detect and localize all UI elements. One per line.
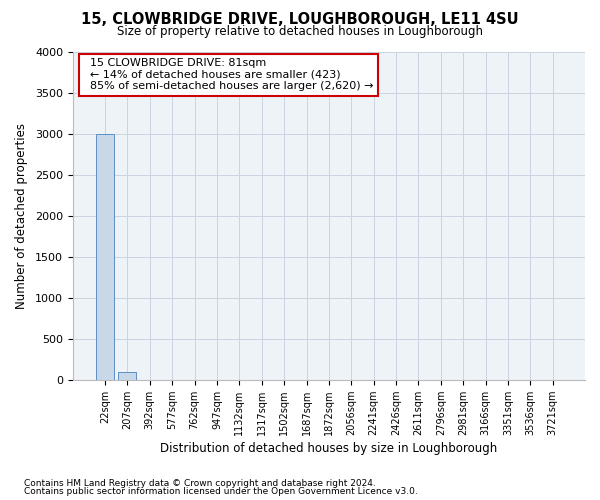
Bar	[118, 372, 136, 380]
Y-axis label: Number of detached properties: Number of detached properties	[15, 122, 28, 308]
Text: Size of property relative to detached houses in Loughborough: Size of property relative to detached ho…	[117, 25, 483, 38]
Text: 15, CLOWBRIDGE DRIVE, LOUGHBOROUGH, LE11 4SU: 15, CLOWBRIDGE DRIVE, LOUGHBOROUGH, LE11…	[81, 12, 519, 28]
Text: Contains HM Land Registry data © Crown copyright and database right 2024.: Contains HM Land Registry data © Crown c…	[24, 478, 376, 488]
Text: 15 CLOWBRIDGE DRIVE: 81sqm
  ← 14% of detached houses are smaller (423)
  85% of: 15 CLOWBRIDGE DRIVE: 81sqm ← 14% of deta…	[83, 58, 374, 92]
Text: Contains public sector information licensed under the Open Government Licence v3: Contains public sector information licen…	[24, 487, 418, 496]
X-axis label: Distribution of detached houses by size in Loughborough: Distribution of detached houses by size …	[160, 442, 497, 455]
Bar	[96, 134, 114, 380]
